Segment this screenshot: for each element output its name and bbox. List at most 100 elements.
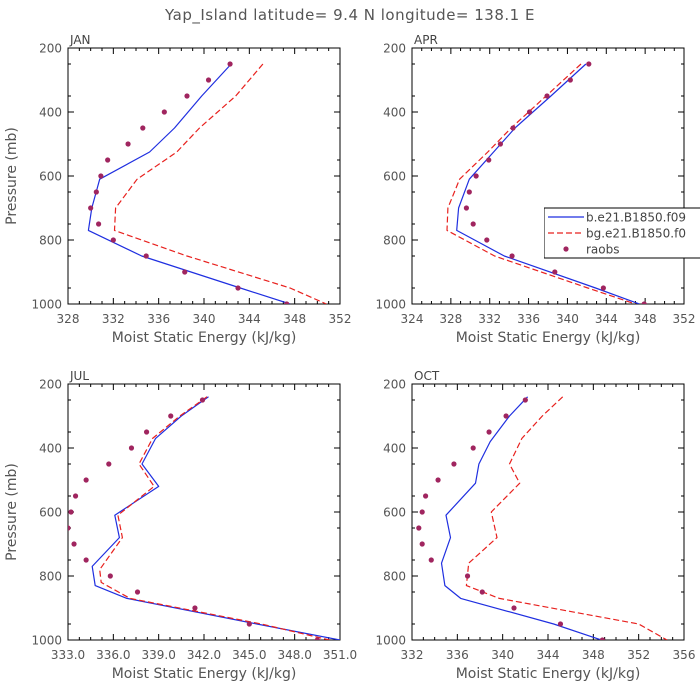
x-tick-label: 332 xyxy=(401,648,424,662)
y-tick-label: 1000 xyxy=(375,634,406,648)
series-group xyxy=(416,396,668,640)
y-tick-label: 1000 xyxy=(31,298,62,312)
x-tick-label: 348 xyxy=(582,648,605,662)
raobs-point xyxy=(522,397,528,403)
raobs-point xyxy=(416,525,422,531)
raobs-point xyxy=(511,605,517,611)
raobs-point xyxy=(419,509,425,515)
raobs-point xyxy=(435,477,441,483)
y-tick-label: 800 xyxy=(39,570,62,584)
raobs-point xyxy=(110,237,116,243)
raobs-point xyxy=(463,205,469,211)
x-tick-label: 328 xyxy=(439,312,462,326)
x-tick-label: 356 xyxy=(673,648,696,662)
raobs-point xyxy=(72,493,79,499)
y-tick-label: 600 xyxy=(383,506,406,520)
raobs-point xyxy=(503,413,509,419)
x-axis-label: Moist Static Energy (kJ/kg) xyxy=(112,330,297,346)
raobs-point xyxy=(486,157,492,163)
x-tick-label: 340 xyxy=(491,648,514,662)
series-line-b-e21 xyxy=(440,396,602,640)
series-line-b-e21 xyxy=(456,63,640,304)
raobs-point xyxy=(246,621,252,627)
y-tick-label: 800 xyxy=(383,234,406,248)
panel-oct: 332 336 340 344 348 352 356 200 400 600 800 1000 OCT… xyxy=(375,369,695,682)
panel-title: OCT xyxy=(414,369,440,383)
y-tick-label: 200 xyxy=(383,42,406,56)
y-tick-label: 1000 xyxy=(375,298,406,312)
raobs-point xyxy=(143,429,150,435)
raobs-point xyxy=(419,541,425,547)
x-tick-label: 351.0 xyxy=(323,648,357,662)
raobs-point xyxy=(107,573,113,579)
plot-frame xyxy=(411,383,685,641)
y-tick-label: 600 xyxy=(39,506,62,520)
raobs-point xyxy=(184,93,190,99)
series-line-bg-e21 xyxy=(113,63,327,304)
y-tick-label: 400 xyxy=(39,442,62,456)
panel-jul: 333.0 336.0 339.0 342.0 345.0 348.0 351.0 200 40… xyxy=(4,369,357,682)
x-tick-label: 328 xyxy=(57,312,80,326)
x-tick-label: 352 xyxy=(673,312,696,326)
raobs-point xyxy=(128,445,135,451)
x-tick-label: 348.0 xyxy=(277,648,311,662)
raobs-point xyxy=(182,269,188,275)
legend-label: raobs xyxy=(586,243,620,257)
raobs-point xyxy=(106,461,112,467)
x-tick-label: 333.0 xyxy=(51,648,85,662)
legend-marker-raobs xyxy=(563,246,569,252)
panel-title: JUL xyxy=(69,369,89,383)
raobs-point xyxy=(227,61,233,67)
x-tick-label: 336 xyxy=(517,312,540,326)
raobs-point xyxy=(105,157,111,163)
raobs-point xyxy=(470,221,476,227)
x-tick-label: 332 xyxy=(478,312,501,326)
raobs-point xyxy=(235,285,241,291)
figure-title: Yap_Island latitude= 9.4 N longitude= 13… xyxy=(164,6,535,25)
raobs-point xyxy=(428,557,434,563)
panel-jan: 328 332 336 340 344 348 352 200 400 600 800 1000 JAN… xyxy=(4,33,351,346)
raobs-point xyxy=(509,253,515,259)
plot-frame xyxy=(411,47,685,305)
raobs-point xyxy=(600,285,606,291)
raobs-point xyxy=(192,605,198,611)
x-tick-label: 352 xyxy=(627,648,650,662)
raobs-point xyxy=(71,541,77,547)
raobs-point xyxy=(125,141,131,147)
y-tick-label: 400 xyxy=(383,442,406,456)
raobs-point xyxy=(161,109,167,115)
raobs-point xyxy=(134,589,141,595)
x-tick-label: 324 xyxy=(401,312,424,326)
x-tick-label: 344 xyxy=(537,648,560,662)
y-tick-label: 200 xyxy=(39,42,62,56)
raobs-point xyxy=(93,189,99,195)
y-tick-label: 600 xyxy=(383,170,406,184)
raobs-point xyxy=(526,109,533,115)
series-line-bg-e21 xyxy=(465,396,668,640)
raobs-point xyxy=(544,93,550,99)
raobs-point xyxy=(486,429,492,435)
raobs-point xyxy=(284,301,290,304)
raobs-point xyxy=(205,77,212,83)
raobs-point xyxy=(68,509,74,515)
series-line-bg-e21 xyxy=(446,63,636,304)
raobs-point xyxy=(314,637,320,640)
raobs-point xyxy=(510,125,516,131)
raobs-point xyxy=(68,525,71,531)
x-tick-label: 348 xyxy=(283,312,306,326)
series-group xyxy=(87,61,327,304)
panels-group: 328 332 336 340 344 348 352 200 400 600 800 1000 JAN… xyxy=(4,33,695,682)
series-group xyxy=(68,396,340,640)
raobs-point xyxy=(484,237,490,243)
raobs-point xyxy=(168,413,174,419)
y-tick-label: 200 xyxy=(383,378,406,392)
raobs-point xyxy=(96,221,102,227)
x-axis-label: Moist Static Energy (kJ/kg) xyxy=(456,330,641,346)
y-tick-label: 400 xyxy=(39,106,62,120)
raobs-point xyxy=(599,637,605,640)
panel-title: JAN xyxy=(69,33,91,47)
raobs-point xyxy=(567,77,573,83)
raobs-point xyxy=(451,461,457,467)
raobs-point xyxy=(470,445,476,451)
